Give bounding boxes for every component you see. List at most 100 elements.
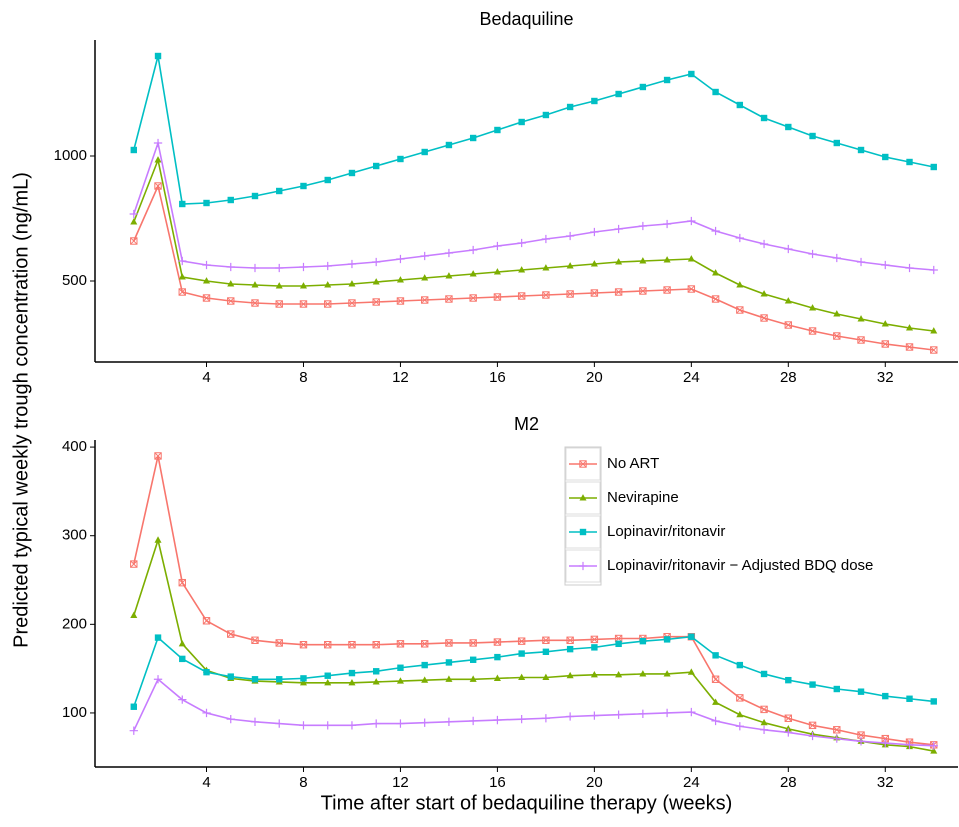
series-line — [133, 455, 934, 746]
marker — [420, 718, 429, 727]
point — [469, 656, 477, 663]
point — [130, 237, 138, 245]
point — [566, 290, 574, 298]
marker — [494, 653, 501, 661]
marker — [565, 712, 575, 721]
marker — [760, 114, 768, 122]
point — [203, 199, 210, 207]
point — [857, 146, 865, 154]
point — [639, 637, 647, 645]
point — [469, 134, 477, 142]
marker — [638, 221, 648, 231]
marker — [906, 695, 913, 702]
marker — [275, 639, 283, 647]
point — [566, 262, 574, 269]
marker — [565, 231, 575, 241]
marker — [227, 196, 234, 204]
marker — [857, 336, 865, 344]
point — [227, 297, 235, 305]
marker — [857, 146, 865, 154]
point — [130, 611, 138, 619]
marker — [324, 641, 332, 649]
point — [420, 718, 429, 727]
y-tick-label: 400 — [62, 438, 87, 455]
marker — [178, 639, 186, 647]
point — [178, 695, 187, 704]
point — [808, 721, 817, 730]
point — [518, 266, 526, 273]
marker — [639, 670, 647, 677]
marker — [590, 670, 598, 678]
point — [784, 321, 793, 329]
marker — [227, 630, 235, 638]
marker — [905, 263, 914, 273]
point — [542, 673, 550, 681]
marker — [930, 747, 938, 754]
point — [711, 295, 720, 303]
point — [348, 169, 356, 177]
marker — [445, 295, 453, 303]
marker — [591, 644, 598, 651]
marker — [639, 257, 647, 264]
marker — [178, 288, 186, 296]
marker — [299, 641, 308, 649]
point — [420, 640, 429, 648]
marker — [493, 293, 502, 301]
point — [638, 709, 648, 718]
marker — [833, 726, 841, 734]
point — [202, 294, 211, 302]
point — [614, 224, 623, 234]
marker — [202, 294, 211, 302]
point — [784, 297, 792, 304]
point — [396, 276, 404, 283]
marker — [856, 257, 866, 267]
marker — [396, 276, 404, 283]
marker — [299, 282, 307, 289]
point — [178, 578, 186, 587]
marker — [930, 346, 938, 354]
point — [469, 716, 478, 726]
point — [712, 88, 719, 96]
marker — [202, 294, 211, 302]
point — [615, 670, 623, 678]
point — [130, 703, 137, 710]
point — [579, 460, 587, 468]
marker — [251, 636, 259, 644]
point — [397, 155, 404, 163]
marker — [736, 694, 744, 702]
marker — [129, 726, 138, 735]
marker — [444, 717, 454, 726]
marker — [493, 638, 501, 646]
marker — [542, 264, 550, 271]
series-line — [133, 55, 934, 205]
marker — [760, 718, 768, 726]
marker — [396, 640, 404, 648]
marker — [130, 560, 138, 568]
marker — [396, 640, 405, 648]
marker — [154, 182, 162, 190]
marker — [832, 734, 841, 743]
point — [251, 676, 259, 683]
point — [579, 494, 587, 501]
marker — [711, 295, 720, 303]
point — [396, 254, 405, 264]
x-tick-label: 4 — [202, 369, 210, 386]
marker — [712, 269, 720, 276]
point — [566, 103, 574, 111]
point — [227, 196, 234, 204]
point — [882, 153, 889, 161]
point — [688, 70, 695, 78]
point — [711, 226, 720, 236]
y-tick-label: 100 — [62, 704, 87, 721]
marker — [129, 209, 138, 219]
marker — [905, 740, 914, 750]
marker — [493, 241, 502, 251]
marker — [712, 88, 719, 96]
marker — [179, 655, 186, 663]
point — [833, 139, 840, 147]
marker — [566, 103, 574, 111]
point — [421, 274, 429, 281]
point — [639, 670, 647, 677]
marker — [857, 336, 865, 344]
